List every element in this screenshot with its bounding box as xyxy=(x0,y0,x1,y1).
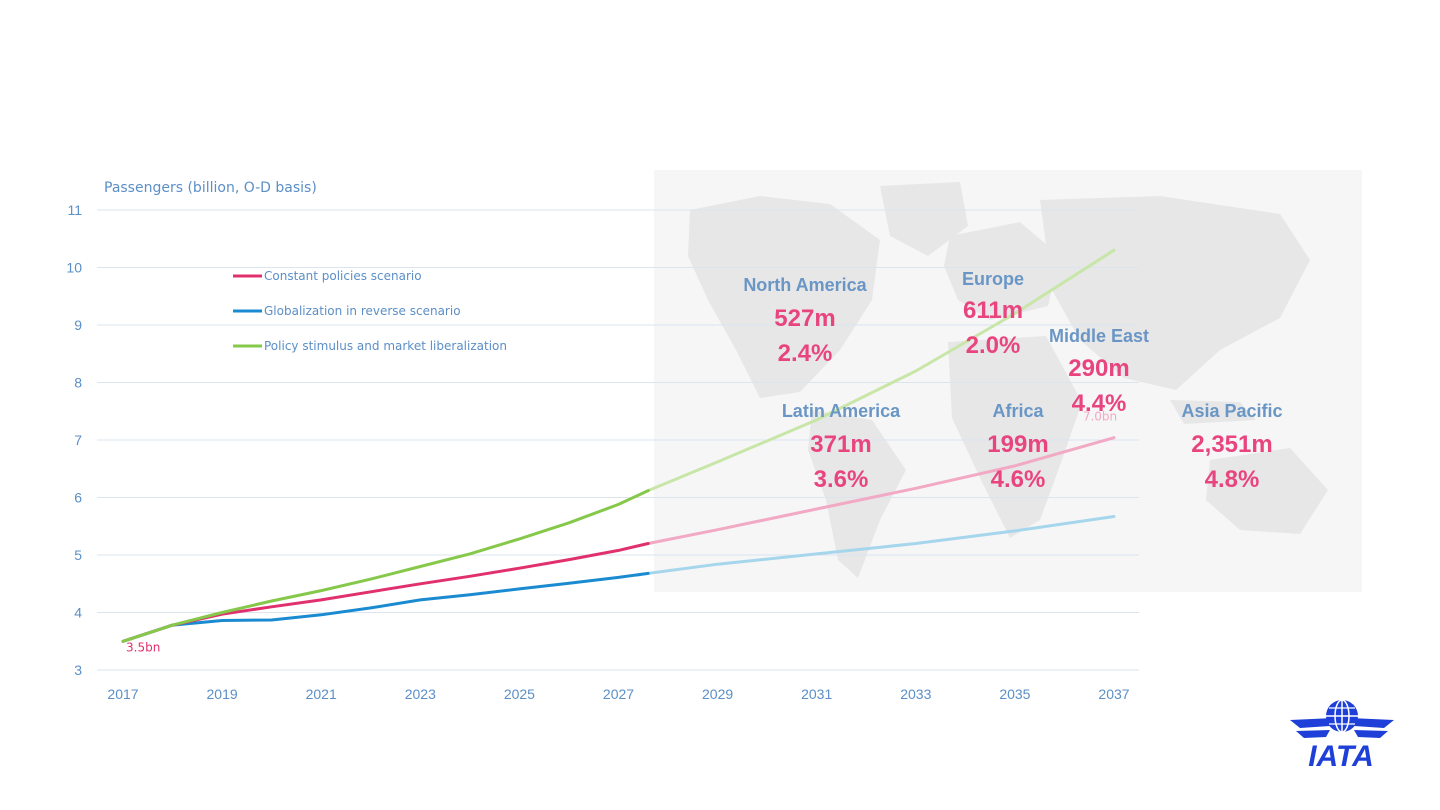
region-europe: Europe 611m 2.0% xyxy=(962,269,1024,359)
logo-wordmark: IATA xyxy=(1308,740,1374,773)
north-america-land xyxy=(688,196,880,398)
y-tick-label: 5 xyxy=(74,547,82,563)
region-growth-europe: 2.0% xyxy=(966,332,1021,359)
region-passengers-asia-pacific: 2,351m xyxy=(1191,431,1272,458)
y-axis-title: Passengers (billion, O-D basis) xyxy=(104,180,317,196)
data-labels: 3.5bn 7.0bn xyxy=(126,410,1117,655)
y-tick-label: 6 xyxy=(74,490,82,506)
asia-land xyxy=(1040,196,1310,390)
y-tick-label: 8 xyxy=(74,375,82,391)
region-passengers-africa: 199m xyxy=(987,431,1048,458)
legend-label-globalization: Globalization in reverse scenario xyxy=(264,304,461,318)
legend-item-constant: Constant policies scenario xyxy=(233,269,422,283)
region-growth-middle-east: 4.4% xyxy=(1072,390,1127,417)
series-line-forecast-0 xyxy=(646,436,1116,545)
x-tick-label: 2027 xyxy=(603,686,634,702)
x-tick-label: 2023 xyxy=(405,686,436,702)
region-asia-pacific: Asia Pacific 2,351m 4.8% xyxy=(1181,401,1282,493)
x-tick-label: 2021 xyxy=(306,686,337,702)
legend-item-globalization: Globalization in reverse scenario xyxy=(233,304,461,318)
y-tick-label: 11 xyxy=(67,202,82,218)
region-name-europe: Europe xyxy=(962,269,1024,289)
x-tick-label: 2029 xyxy=(702,686,733,702)
legend: Constant policies scenario Globalization… xyxy=(233,269,507,353)
series-line-history-2 xyxy=(121,489,650,643)
y-tick-labels: 3 4 5 6 7 8 9 10 11 xyxy=(66,202,82,678)
y-tick-label: 4 xyxy=(74,605,82,621)
x-tick-label: 2037 xyxy=(1098,686,1129,702)
region-passengers-latin-america: 371m xyxy=(810,431,871,458)
y-tick-label: 9 xyxy=(74,317,82,333)
x-tick-label: 2017 xyxy=(107,686,138,702)
region-name-north-america: North America xyxy=(743,275,867,295)
y-tick-label: 7 xyxy=(74,432,82,448)
x-tick-label: 2031 xyxy=(801,686,832,702)
series-lines xyxy=(121,248,1116,643)
logo-right-wing xyxy=(1350,718,1394,738)
series-line-forecast-2 xyxy=(646,248,1116,493)
africa-land xyxy=(948,336,1082,538)
region-callouts: North America 527m 2.4% Europe 611m 2.0%… xyxy=(743,269,1282,493)
region-growth-africa: 4.6% xyxy=(991,466,1046,493)
europe-land xyxy=(944,222,1060,320)
iata-logo: IATA xyxy=(1290,699,1394,773)
region-middle-east: Middle East 290m 4.4% xyxy=(1049,326,1149,417)
data-label: 3.5bn xyxy=(126,640,160,654)
region-passengers-europe: 611m xyxy=(963,297,1023,324)
x-tick-label: 2033 xyxy=(900,686,931,702)
y-tick-label: 3 xyxy=(74,662,82,678)
region-name-africa: Africa xyxy=(992,401,1044,421)
region-growth-asia-pacific: 4.8% xyxy=(1205,466,1260,493)
series-line-history-1 xyxy=(121,571,650,643)
data-label: 7.0bn xyxy=(1083,410,1117,424)
region-passengers-north-america: 527m xyxy=(774,305,835,332)
series-line-forecast-1 xyxy=(646,515,1116,575)
indonesia-land xyxy=(1170,400,1256,424)
x-tick-labels: 2017 2019 2021 2023 2025 2027 2029 2031 2033 2035… xyxy=(107,686,1129,702)
region-name-asia-pacific: Asia Pacific xyxy=(1181,401,1282,421)
y-tick-label: 10 xyxy=(66,260,82,276)
x-tick-label: 2019 xyxy=(207,686,238,702)
legend-label-constant: Constant policies scenario xyxy=(264,269,422,283)
australia-land xyxy=(1206,448,1328,534)
series-line-history-0 xyxy=(121,542,650,643)
legend-item-stimulus: Policy stimulus and market liberalizatio… xyxy=(233,339,507,353)
gridlines xyxy=(97,209,1139,671)
region-growth-north-america: 2.4% xyxy=(778,340,833,367)
x-tick-label: 2035 xyxy=(999,686,1030,702)
x-tick-label: 2025 xyxy=(504,686,535,702)
region-growth-latin-america: 3.6% xyxy=(814,466,869,493)
legend-label-stimulus: Policy stimulus and market liberalizatio… xyxy=(264,339,507,353)
logo-left-wing xyxy=(1290,718,1334,738)
region-name-latin-america: Latin America xyxy=(782,401,901,421)
world-map xyxy=(654,170,1362,592)
region-north-america: North America 527m 2.4% xyxy=(743,275,867,367)
region-passengers-middle-east: 290m xyxy=(1068,355,1129,382)
region-latin-america: Latin America 371m 3.6% xyxy=(782,401,901,493)
greenland-land xyxy=(880,182,968,256)
south-america-land xyxy=(808,410,906,578)
region-africa: Africa 199m 4.6% xyxy=(987,401,1048,493)
region-name-middle-east: Middle East xyxy=(1049,326,1149,346)
